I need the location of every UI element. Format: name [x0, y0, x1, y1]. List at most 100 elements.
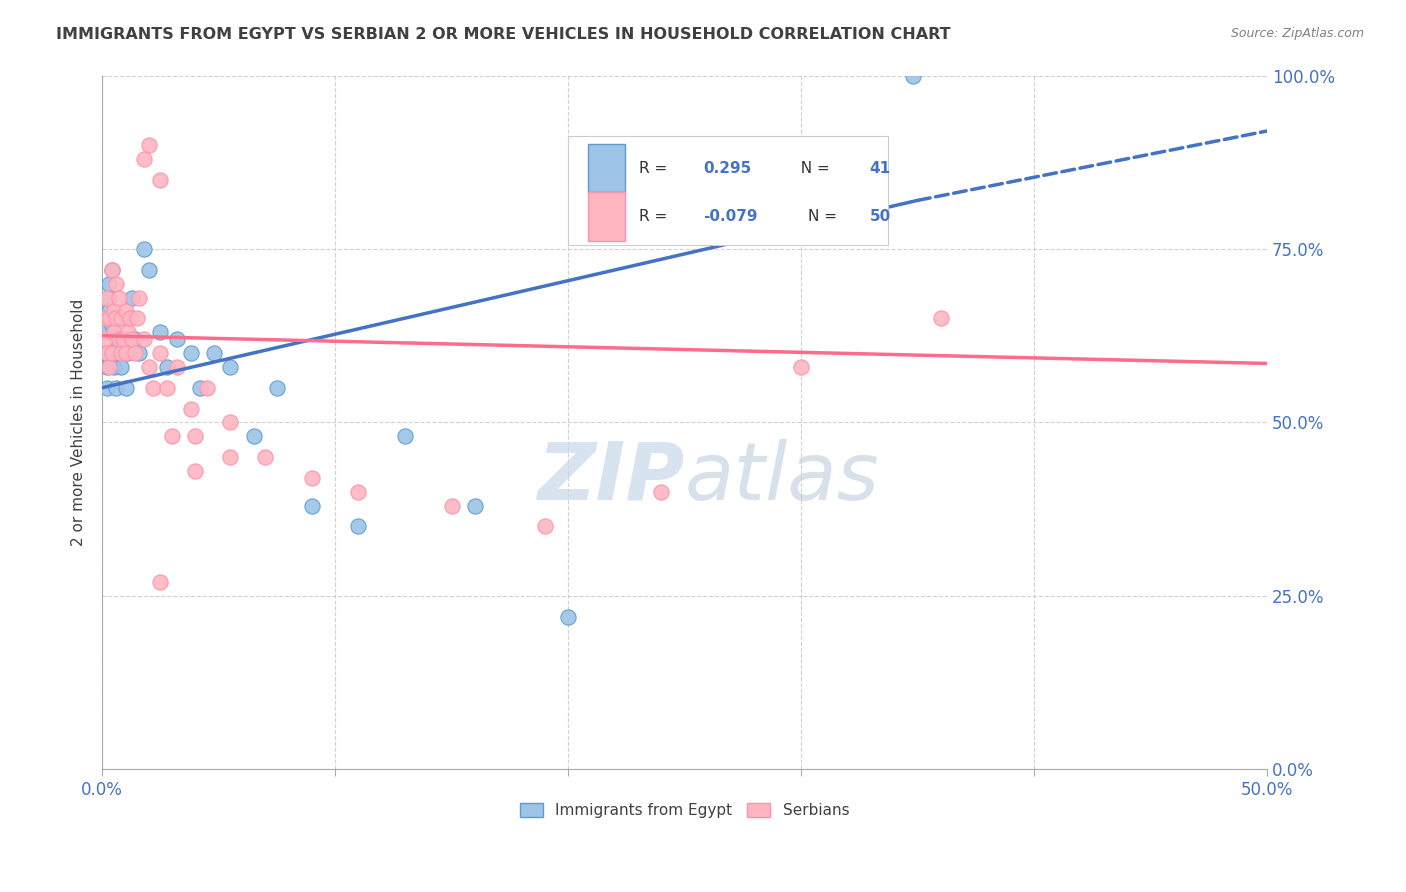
Point	[128, 291, 150, 305]
Point	[557, 609, 579, 624]
Text: -0.079: -0.079	[703, 209, 758, 224]
Point	[103, 359, 125, 374]
Point	[347, 519, 370, 533]
Point	[149, 574, 172, 589]
Point	[100, 262, 122, 277]
Point	[149, 172, 172, 186]
Point	[105, 381, 128, 395]
Point	[166, 359, 188, 374]
Text: R =: R =	[640, 161, 672, 176]
Point	[219, 450, 242, 464]
Point	[180, 346, 202, 360]
Point	[100, 346, 122, 360]
Point	[93, 332, 115, 346]
Point	[105, 277, 128, 291]
Text: Source: ZipAtlas.com: Source: ZipAtlas.com	[1230, 27, 1364, 40]
Point	[110, 359, 132, 374]
Point	[114, 304, 136, 318]
Point	[180, 401, 202, 416]
Point	[166, 332, 188, 346]
Point	[347, 484, 370, 499]
Point	[93, 311, 115, 326]
Point	[160, 429, 183, 443]
Point	[98, 359, 121, 374]
Point	[301, 471, 323, 485]
Point	[254, 450, 277, 464]
Point	[134, 152, 156, 166]
Point	[121, 332, 143, 346]
Point	[93, 346, 115, 360]
Point	[96, 311, 118, 326]
Point	[96, 346, 118, 360]
Text: N =: N =	[790, 161, 834, 176]
Text: R =: R =	[640, 209, 672, 224]
Point	[149, 325, 172, 339]
Point	[533, 519, 555, 533]
Point	[110, 346, 132, 360]
Point	[107, 291, 129, 305]
Point	[219, 359, 242, 374]
Point	[394, 429, 416, 443]
Point	[650, 484, 672, 499]
Point	[219, 416, 242, 430]
Text: N =: N =	[808, 209, 842, 224]
Bar	[588, 192, 626, 241]
Text: 0.295: 0.295	[703, 161, 751, 176]
Point	[124, 332, 146, 346]
Point	[138, 262, 160, 277]
Point	[96, 381, 118, 395]
Point	[93, 325, 115, 339]
Point	[134, 332, 156, 346]
Text: 50: 50	[870, 209, 891, 224]
Point	[184, 464, 207, 478]
Point	[901, 69, 924, 83]
Point	[156, 359, 179, 374]
Point	[96, 359, 118, 374]
Point	[107, 332, 129, 346]
Point	[120, 311, 142, 326]
Point	[117, 346, 139, 360]
Point	[100, 318, 122, 333]
Point	[242, 429, 264, 443]
Point	[266, 381, 288, 395]
Point	[149, 346, 172, 360]
Text: 41: 41	[870, 161, 891, 176]
Point	[929, 311, 952, 326]
Point	[120, 311, 142, 326]
Point	[114, 381, 136, 395]
Point	[790, 359, 813, 374]
Point	[103, 346, 125, 360]
Text: atlas: atlas	[685, 439, 879, 517]
Point	[96, 291, 118, 305]
Point	[114, 346, 136, 360]
Point	[100, 262, 122, 277]
Point	[301, 499, 323, 513]
Point	[112, 332, 135, 346]
Point	[156, 381, 179, 395]
Point	[103, 325, 125, 339]
Point	[110, 311, 132, 326]
Point	[112, 332, 135, 346]
Point	[98, 277, 121, 291]
Point	[121, 291, 143, 305]
Point	[105, 311, 128, 326]
Text: IMMIGRANTS FROM EGYPT VS SERBIAN 2 OR MORE VEHICLES IN HOUSEHOLD CORRELATION CHA: IMMIGRANTS FROM EGYPT VS SERBIAN 2 OR MO…	[56, 27, 950, 42]
Point	[134, 242, 156, 256]
Point	[188, 381, 211, 395]
Point	[127, 311, 149, 326]
Bar	[588, 144, 626, 193]
Point	[103, 304, 125, 318]
Point	[107, 346, 129, 360]
Point	[105, 332, 128, 346]
Y-axis label: 2 or more Vehicles in Household: 2 or more Vehicles in Household	[72, 299, 86, 546]
Point	[117, 325, 139, 339]
Point	[107, 311, 129, 326]
Point	[138, 359, 160, 374]
Point	[98, 311, 121, 326]
Point	[142, 381, 165, 395]
Legend: Immigrants from Egypt, Serbians: Immigrants from Egypt, Serbians	[513, 797, 855, 824]
Point	[138, 137, 160, 152]
FancyBboxPatch shape	[568, 136, 889, 245]
Point	[184, 429, 207, 443]
Point	[440, 499, 463, 513]
